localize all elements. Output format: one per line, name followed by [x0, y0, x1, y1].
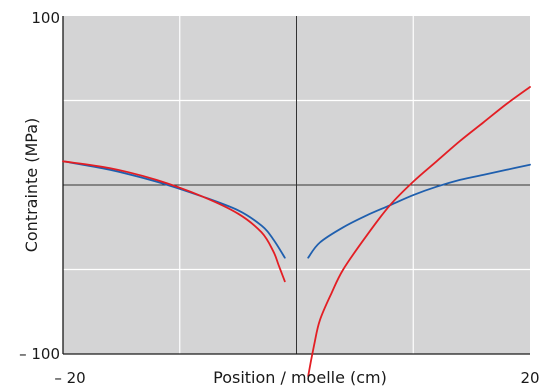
series-2-line-segment-1	[62, 160, 286, 283]
series-layer	[62, 86, 531, 377]
x-tick-label-left: – 20	[54, 369, 85, 387]
y-tick-label-top: 100	[31, 9, 60, 27]
labels: 100 – 100 – 20 20 Position / moelle (cm)…	[19, 9, 539, 387]
x-tick-label-right: 20	[520, 369, 539, 387]
series-2-line-segment-2	[307, 86, 531, 377]
axes	[62, 16, 530, 355]
y-tick-label-bottom: – 100	[19, 345, 60, 363]
series-1-line-segment-1	[62, 160, 286, 259]
series-1-line-segment-2	[307, 163, 531, 259]
x-axis-label: Position / moelle (cm)	[213, 368, 387, 387]
y-axis-label: Contrainte (MPa)	[22, 118, 41, 253]
